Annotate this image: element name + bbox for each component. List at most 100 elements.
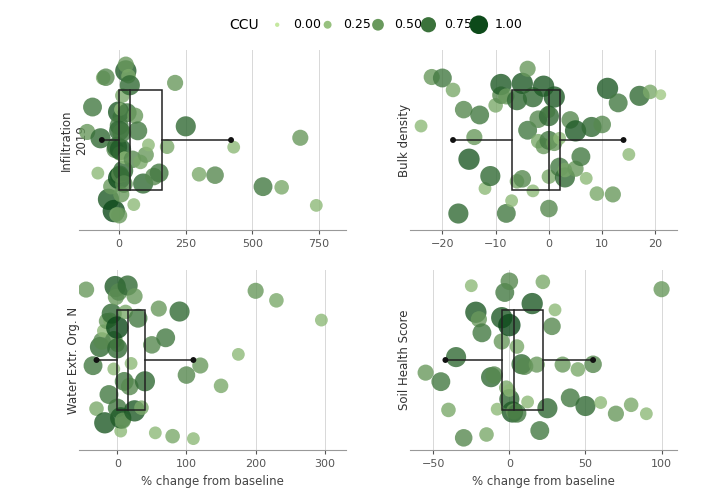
Point: [87, 362, 99, 370]
Point: [554, 163, 565, 171]
Point: [153, 304, 165, 312]
Point: [447, 86, 459, 94]
Point: [98, 327, 109, 335]
Point: [485, 373, 497, 381]
Point: [538, 142, 549, 150]
Point: [549, 306, 561, 314]
Point: [117, 416, 129, 424]
Point: [500, 384, 512, 392]
Point: [114, 126, 125, 134]
Point: [655, 90, 667, 98]
Point: [140, 151, 151, 159]
Point: [572, 366, 584, 374]
Point: [118, 180, 130, 188]
Point: [114, 122, 125, 130]
Point: [129, 407, 140, 415]
Point: [181, 371, 192, 379]
Point: [516, 175, 528, 183]
Point: [575, 152, 587, 160]
Point: [420, 368, 431, 376]
Point: [496, 314, 508, 322]
Point: [188, 434, 199, 442]
Y-axis label: Bulk density: Bulk density: [398, 104, 411, 176]
Point: [135, 158, 146, 166]
Point: [440, 356, 451, 364]
Point: [506, 196, 518, 204]
Point: [618, 136, 629, 144]
Point: [112, 324, 123, 332]
Point: [315, 316, 327, 324]
Point: [490, 102, 501, 110]
Point: [92, 169, 104, 177]
Point: [426, 73, 438, 81]
Point: [250, 287, 261, 295]
Point: [481, 430, 492, 438]
Text: 0.75: 0.75: [444, 18, 472, 31]
Point: [469, 133, 480, 141]
Point: [114, 146, 126, 154]
Point: [124, 81, 135, 89]
Point: [129, 292, 140, 300]
Point: [113, 288, 125, 296]
Point: [96, 136, 107, 144]
Point: [130, 112, 141, 120]
Bar: [502, 310, 543, 410]
Point: [511, 342, 523, 350]
Point: [108, 207, 120, 215]
Y-axis label: Water Extr. Org. N: Water Extr. Org. N: [67, 306, 80, 414]
Point: [607, 190, 618, 198]
Point: [656, 285, 667, 293]
Point: [103, 196, 114, 203]
Text: CCU: CCU: [230, 18, 259, 32]
Point: [543, 112, 554, 120]
Point: [122, 108, 133, 116]
Point: [109, 146, 121, 154]
Point: [146, 341, 158, 349]
Point: [537, 278, 549, 286]
Point: [86, 103, 98, 111]
Point: [500, 210, 512, 218]
Point: [119, 154, 130, 162]
Point: [543, 172, 554, 180]
Point: [109, 282, 121, 290]
Point: [91, 404, 102, 412]
Point: [588, 356, 599, 364]
Point: [580, 402, 591, 410]
Point: [101, 317, 112, 325]
Point: [161, 142, 173, 150]
Point: [534, 426, 546, 434]
Point: [120, 60, 132, 68]
Point: [160, 334, 171, 342]
Point: [508, 408, 520, 416]
Point: [474, 111, 485, 119]
Point: [511, 409, 523, 417]
Point: [522, 398, 534, 406]
Bar: [512, 90, 559, 190]
Point: [549, 93, 560, 101]
Text: 0.50: 0.50: [394, 18, 422, 31]
Point: [124, 382, 135, 390]
Point: [143, 141, 154, 149]
Point: [139, 378, 150, 386]
Text: 1.00: 1.00: [495, 18, 523, 31]
Point: [488, 371, 500, 379]
Point: [644, 88, 656, 96]
Point: [588, 360, 599, 368]
Point: [174, 308, 185, 316]
Point: [554, 134, 565, 142]
Point: [210, 171, 221, 179]
Point: [194, 362, 206, 370]
X-axis label: % change from baseline: % change from baseline: [141, 474, 284, 488]
Point: [466, 282, 477, 290]
Bar: [120, 90, 162, 190]
Point: [94, 343, 106, 351]
Point: [122, 72, 134, 80]
Point: [458, 434, 469, 442]
Point: [310, 202, 322, 209]
Point: [128, 200, 140, 208]
Point: [453, 210, 464, 218]
Point: [148, 172, 160, 180]
Point: [97, 74, 109, 82]
Point: [533, 137, 544, 145]
Point: [105, 182, 117, 190]
